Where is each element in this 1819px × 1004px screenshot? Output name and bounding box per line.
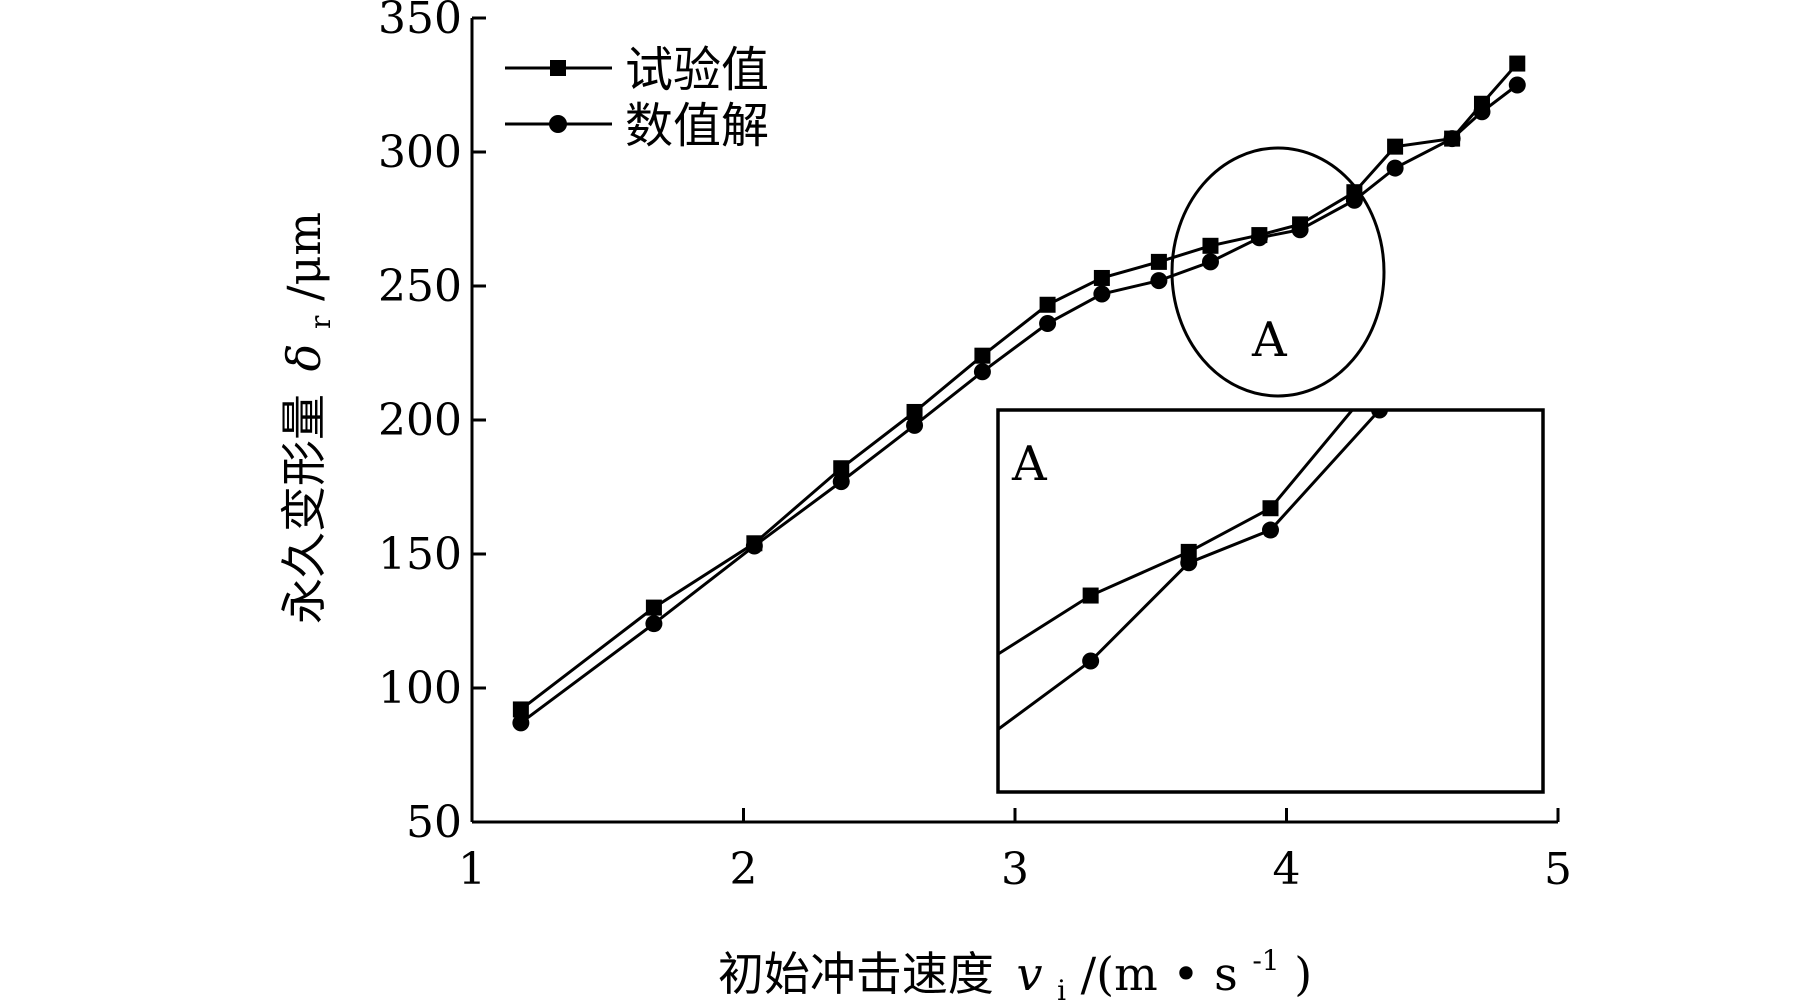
x-title-var: v [1016, 947, 1042, 1001]
x-ticks: 1 2 3 4 5 [458, 808, 1572, 895]
x-title-unit-pre: /(m • s [1081, 947, 1238, 1001]
data-point-circle [1250, 229, 1268, 247]
data-point-square [1509, 55, 1526, 72]
data-point-square [1387, 138, 1404, 155]
inset-point-square [1372, 369, 1388, 385]
y-title-unit: /μm [277, 212, 331, 301]
highlight-ellipse [1170, 146, 1386, 398]
data-point-square [1093, 269, 1110, 286]
y-tick-label: 300 [378, 127, 462, 178]
y-tick-label: 350 [378, 0, 462, 44]
inset-zoom: A [996, 184, 1545, 794]
data-point-circle [973, 363, 991, 381]
x-title-unit-sup: -1 [1252, 944, 1279, 977]
y-title-main: 永久变形量 [277, 394, 331, 624]
y-title-var: δ [277, 344, 331, 372]
data-point-circle [1473, 103, 1491, 121]
x-tick-label: 1 [458, 844, 486, 895]
data-point-circle [1291, 221, 1309, 239]
data-point-square [833, 460, 850, 477]
data-point-circle [1345, 191, 1363, 209]
inset-point-square [1453, 184, 1469, 200]
data-point-circle [832, 473, 850, 491]
data-point-square [1150, 253, 1167, 270]
data-point-circle [1386, 159, 1404, 177]
inset-series-experiment [998, 184, 1469, 656]
x-tick-label: 2 [730, 844, 758, 895]
legend-label-numerical: 数值解 [625, 98, 769, 154]
inset-point-square [1262, 500, 1279, 517]
data-point-square [512, 701, 529, 718]
data-point-circle [1093, 285, 1111, 303]
x-title-sub: i [1057, 974, 1066, 1004]
data-point-circle [1150, 272, 1168, 290]
y-tick-label: 200 [378, 395, 462, 446]
legend-marker-circle [549, 115, 567, 133]
data-point-square [1039, 296, 1056, 313]
data-point-square [1202, 237, 1219, 254]
data-point-circle [1508, 76, 1526, 94]
data-point-circle [512, 714, 530, 732]
data-point-circle [745, 537, 763, 555]
x-tick-label: 5 [1544, 844, 1572, 895]
x-axis-title: 初始冲击速度 v i /(m • s -1 ) [718, 927, 1312, 1004]
y-tick-label: 250 [378, 261, 462, 312]
data-point-circle [645, 615, 663, 633]
x-tick-label: 3 [1001, 844, 1029, 895]
x-tick-label: 4 [1273, 844, 1301, 895]
y-title-sub: r [304, 315, 337, 329]
data-point-circle [906, 416, 924, 434]
y-tick-label: 50 [406, 797, 462, 848]
y-tick-label: 100 [378, 663, 462, 714]
inset-label: A [1011, 436, 1048, 492]
y-axis-title: 永久变形量 δ r /μm [277, 212, 341, 624]
inset-point-circle [1180, 554, 1198, 572]
inset-point-circle [1453, 271, 1470, 288]
series-numerical [512, 76, 1526, 732]
data-point-circle [1039, 315, 1057, 333]
inset-series-numerical [998, 271, 1470, 732]
data-point-circle [1443, 130, 1461, 148]
x-title-main: 初始冲击速度 [718, 947, 994, 1001]
data-point-square [906, 403, 923, 420]
inset-series [998, 184, 1470, 732]
legend-label-experiment: 试验值 [625, 42, 769, 98]
inset-point-square [1082, 587, 1099, 604]
y-tick-label: 150 [378, 529, 462, 580]
inset-point-circle [1262, 521, 1279, 539]
inset-point-circle [1082, 652, 1100, 670]
ellipse-label: A [1251, 312, 1288, 368]
y-ticks: 50 100 150 200 250 300 350 [378, 0, 486, 848]
series-layer [512, 55, 1526, 732]
data-point-square [974, 347, 991, 364]
inset-point-circle [1371, 410, 1388, 419]
x-title-unit-post: ) [1294, 947, 1312, 1001]
data-point-square [645, 599, 662, 616]
legend-marker-square [550, 60, 566, 76]
data-point-circle [1201, 253, 1219, 271]
legend: 试验值 数值解 [505, 42, 769, 154]
